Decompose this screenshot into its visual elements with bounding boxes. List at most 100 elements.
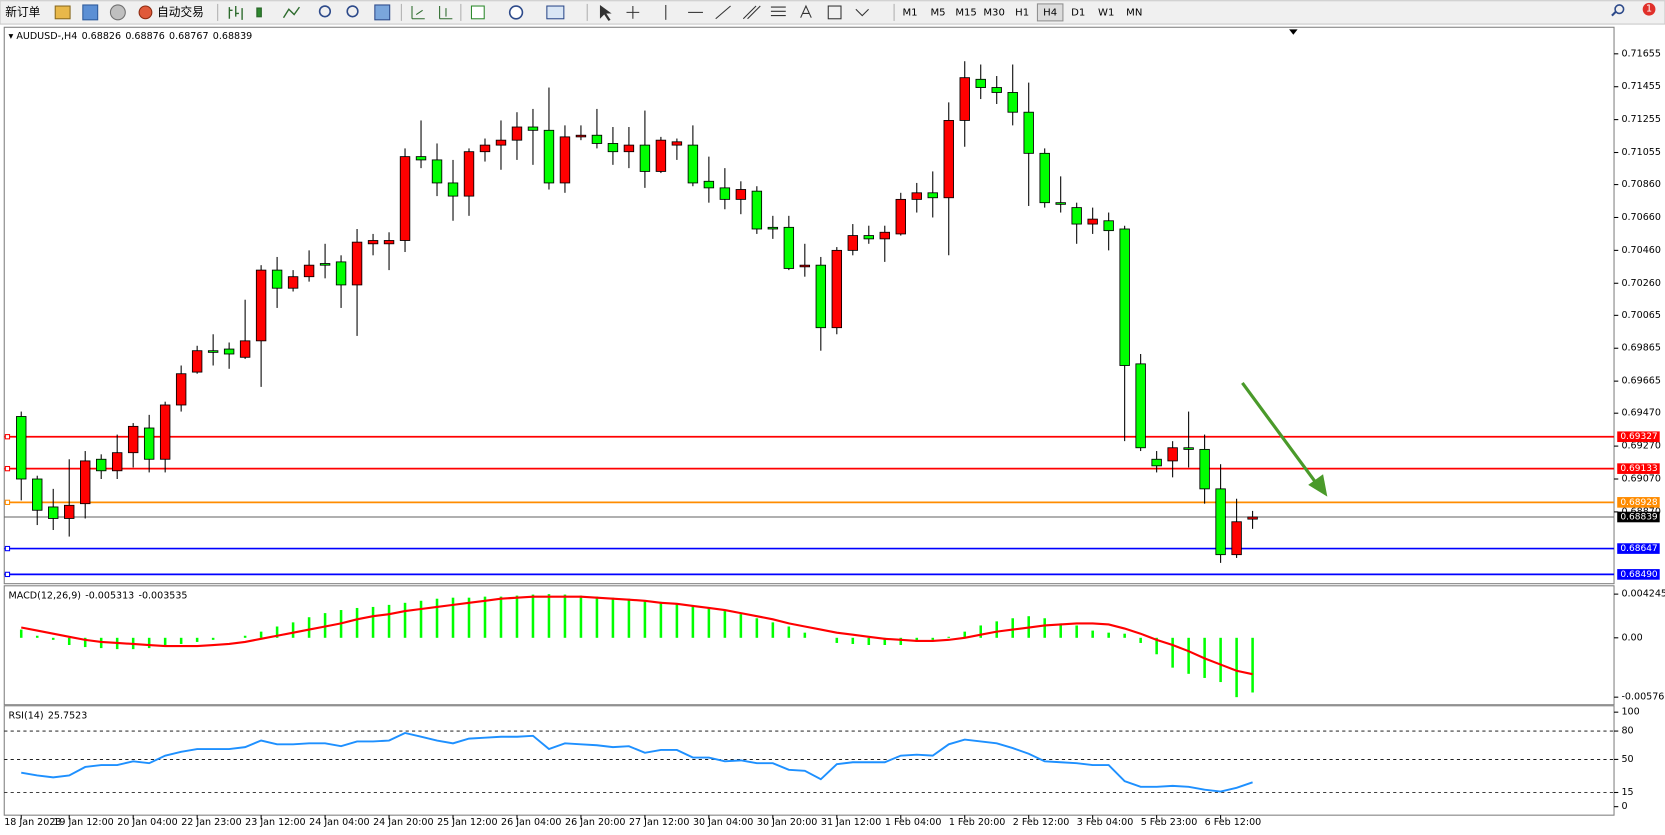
fibo-tool[interactable] bbox=[770, 6, 786, 17]
candle-body bbox=[1231, 521, 1242, 556]
candle-body bbox=[543, 129, 555, 184]
candle-body bbox=[815, 264, 827, 329]
chart-shift[interactable] bbox=[439, 6, 453, 20]
timeframe-button[interactable]: M15 bbox=[955, 7, 977, 18]
shift-marker bbox=[1289, 29, 1298, 35]
bid-tag bbox=[1617, 511, 1660, 523]
icon-line[interactable] bbox=[282, 6, 301, 19]
periods[interactable] bbox=[508, 5, 524, 20]
candle-body bbox=[335, 261, 347, 286]
open-value: 0.68826 bbox=[82, 30, 121, 41]
level-handle bbox=[4, 499, 11, 506]
candle-body bbox=[175, 373, 187, 406]
auto-trading-label: 自动交易 bbox=[157, 5, 204, 19]
indicators[interactable] bbox=[470, 5, 485, 20]
candle-body bbox=[1151, 458, 1162, 467]
x-tick-label: 24 Jan 04:00 bbox=[309, 817, 369, 828]
label-tool[interactable] bbox=[827, 5, 842, 20]
notification-count: 1 bbox=[1646, 4, 1652, 15]
notification-badge[interactable] bbox=[1642, 2, 1656, 16]
high-value: 0.68876 bbox=[125, 30, 164, 41]
timeframe-button[interactable]: MN bbox=[1126, 7, 1142, 18]
candle-body bbox=[319, 263, 331, 266]
x-tick-label: 18 Jan 2023 bbox=[4, 817, 61, 828]
candle-body bbox=[639, 144, 651, 172]
level-tag bbox=[1617, 497, 1660, 508]
x-tick-label: 5 Feb 23:00 bbox=[1141, 817, 1198, 828]
auto-trading-button[interactable] bbox=[135, 3, 211, 21]
cursor-tool[interactable] bbox=[599, 4, 612, 21]
icon[interactable] bbox=[109, 4, 126, 21]
candle-body bbox=[943, 120, 954, 199]
candle-body bbox=[191, 350, 203, 373]
candle-body bbox=[703, 180, 715, 189]
trendline-tool[interactable] bbox=[715, 5, 731, 20]
icon[interactable] bbox=[54, 5, 71, 20]
close-value: 0.68839 bbox=[213, 30, 252, 41]
y-tick-label: 80 bbox=[1621, 726, 1633, 737]
candle-body bbox=[367, 240, 379, 245]
candle-body bbox=[607, 143, 619, 153]
x-tick-label: 3 Feb 04:00 bbox=[1077, 817, 1134, 828]
y-tick-label: 0.70460 bbox=[1621, 245, 1660, 256]
x-tick-label: 20 Jan 04:00 bbox=[117, 817, 177, 828]
header-marker: ▾ bbox=[8, 30, 16, 41]
y-tick-label: 0.00 bbox=[1621, 632, 1642, 643]
candle-body bbox=[1167, 447, 1178, 462]
toolbar: 新订单 自动交易 M1 M5 M15 M30 H1 bbox=[0, 0, 1665, 25]
candle-body bbox=[127, 425, 139, 454]
candle-body bbox=[32, 478, 43, 511]
new-order-button[interactable] bbox=[2, 3, 49, 21]
candle-body bbox=[767, 226, 779, 230]
candle-body bbox=[719, 187, 731, 200]
x-tick-label: 26 Jan 20:00 bbox=[565, 817, 625, 828]
candle-body bbox=[847, 235, 859, 251]
search-icon[interactable] bbox=[1614, 4, 1625, 15]
rsi-panel bbox=[3, 705, 1615, 816]
level-handle bbox=[4, 545, 11, 552]
y-tick-label: 0.69470 bbox=[1621, 408, 1660, 419]
y-tick-label: 0.69665 bbox=[1621, 376, 1660, 387]
candle-body bbox=[48, 506, 59, 519]
candle-body bbox=[1183, 447, 1194, 450]
icon[interactable] bbox=[82, 4, 99, 21]
text-tool[interactable] bbox=[800, 4, 812, 18]
y-tick-label: 0.004245 bbox=[1621, 589, 1665, 600]
y-tick-label: 15 bbox=[1621, 787, 1633, 798]
candle-body bbox=[1119, 228, 1130, 366]
candle-body bbox=[1071, 207, 1082, 225]
timeframe-button[interactable]: M30 bbox=[983, 7, 1005, 18]
x-tick-label: 2 Feb 12:00 bbox=[1013, 817, 1070, 828]
arrows-tool[interactable] bbox=[855, 8, 869, 17]
candle-body bbox=[799, 264, 811, 268]
level-handle bbox=[4, 465, 11, 472]
timeframe-button[interactable]: M1 bbox=[902, 7, 917, 18]
timeframe-button[interactable]: H1 bbox=[1015, 7, 1029, 18]
timeframe-button[interactable]: M5 bbox=[930, 7, 945, 18]
candle-body bbox=[1215, 488, 1226, 556]
x-tick-label: 6 Feb 12:00 bbox=[1205, 817, 1262, 828]
level-tag bbox=[1617, 543, 1660, 554]
y-tick-label: 0.71455 bbox=[1621, 81, 1660, 92]
icon-bars[interactable] bbox=[228, 6, 243, 20]
candle-body bbox=[1055, 202, 1066, 205]
candle-body bbox=[80, 460, 91, 505]
channel-tool[interactable] bbox=[742, 5, 761, 20]
candle-body bbox=[959, 77, 970, 121]
icon-candles[interactable] bbox=[256, 7, 262, 18]
zoom-in[interactable] bbox=[318, 5, 332, 18]
zoom-out[interactable] bbox=[346, 5, 359, 18]
timeframe-button[interactable]: D1 bbox=[1071, 7, 1085, 18]
templates[interactable] bbox=[546, 5, 565, 20]
y-tick-label: 50 bbox=[1621, 754, 1633, 765]
candle-body bbox=[879, 231, 890, 240]
timeframe-button[interactable]: W1 bbox=[1098, 7, 1114, 18]
tile[interactable] bbox=[374, 4, 391, 21]
rsi-line bbox=[21, 731, 1253, 793]
candle-body bbox=[1199, 448, 1210, 490]
timeframe-button[interactable]: H4 bbox=[1043, 7, 1057, 18]
crosshair-tool[interactable] bbox=[626, 6, 640, 19]
autoscroll[interactable] bbox=[411, 6, 425, 20]
candle-body bbox=[591, 134, 603, 144]
